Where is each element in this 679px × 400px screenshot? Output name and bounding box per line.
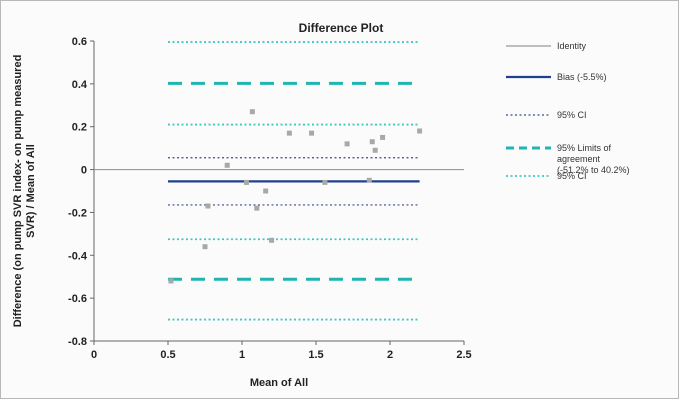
y-tick-label: 0.6: [72, 36, 87, 48]
y-axis-label-line: Difference (on pump SVR index- on pump m…: [12, 55, 24, 328]
y-tick-label: -0.8: [68, 336, 87, 348]
y-tick-label: 0.2: [72, 122, 87, 134]
legend: Identity Bias (-5.5%) 95% CI 95% Limits ofa…: [506, 41, 630, 181]
x-tick-label: 0.5: [160, 349, 175, 361]
legend-label: 95% CI: [557, 171, 587, 181]
y-tick-label: -0.6: [68, 293, 87, 305]
x-tick-label: 1.5: [308, 349, 323, 361]
data-point: [372, 147, 378, 153]
data-point: [168, 278, 174, 284]
data-point: [243, 179, 249, 185]
data-point: [202, 244, 208, 250]
legend-label: (-51.2% to 40.2%): [557, 165, 630, 175]
data-point: [322, 179, 328, 185]
chart-title: Difference Plot: [299, 21, 384, 35]
data-point: [380, 134, 386, 140]
legend-label: Identity: [557, 41, 587, 51]
legend-label: agreement: [557, 154, 601, 164]
y-axis-label-group: Difference (on pump SVR index- on pump m…: [12, 55, 37, 328]
y-tick-label: 0: [81, 165, 87, 177]
x-tick-label: 1: [239, 349, 245, 361]
legend-label: Bias (-5.5%): [557, 72, 607, 82]
x-tick-label: 0: [91, 349, 97, 361]
data-points-group: [168, 109, 423, 284]
y-tick-label: -0.2: [68, 207, 87, 219]
x-tick-label: 2: [387, 349, 393, 361]
data-point: [224, 162, 230, 168]
data-point: [249, 109, 255, 115]
y-axis-label-line: SVR) / Mean of All: [25, 144, 37, 238]
x-tick-label: 2.5: [456, 349, 471, 361]
y-tick-label: 0.4: [72, 79, 88, 91]
data-point: [369, 139, 375, 145]
reference-lines-group: [94, 41, 464, 321]
legend-label: 95% Limits of: [557, 143, 612, 153]
data-point: [205, 203, 211, 209]
legend-label: 95% CI: [557, 110, 587, 120]
data-point: [344, 141, 350, 147]
data-point: [309, 130, 315, 136]
data-point: [263, 188, 269, 194]
data-point: [286, 130, 292, 136]
axes-group: -0.8 -0.6 -0.4 -0.2 0 0.2 0.4 0.6 0 0.5 1 1.5 2 2.5: [68, 36, 472, 361]
data-point: [417, 128, 423, 134]
data-point: [269, 237, 275, 243]
x-axis-label: Mean of All: [250, 377, 308, 389]
data-point: [254, 205, 260, 211]
y-tick-label: -0.4: [68, 250, 88, 262]
data-point: [366, 177, 372, 183]
